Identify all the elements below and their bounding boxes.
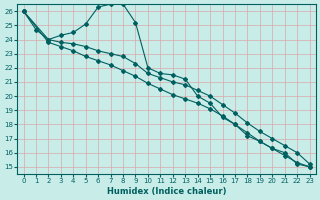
X-axis label: Humidex (Indice chaleur): Humidex (Indice chaleur) [107, 187, 226, 196]
